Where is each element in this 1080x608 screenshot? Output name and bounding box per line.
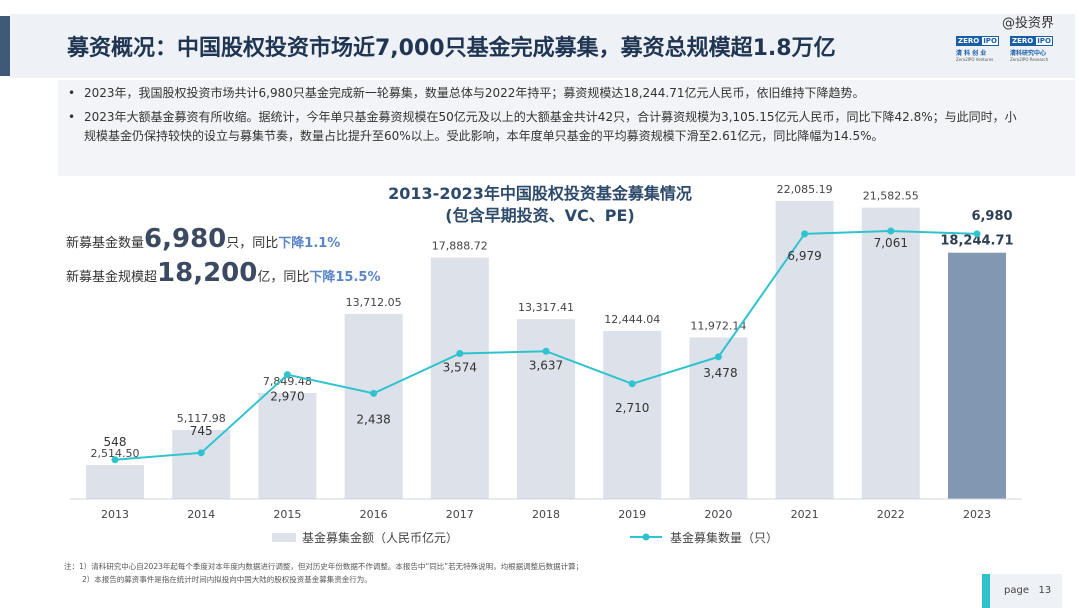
kpi-fund-scale: 新募基金规模超18,200亿，同比下降15.5% bbox=[66, 258, 381, 288]
page-title: 募资概况：中国股权投资市场近7,000只基金完成募集，募资总规模超1.8万亿 bbox=[67, 36, 836, 61]
count-point-2018 bbox=[542, 347, 550, 355]
bullet-dot-icon: • bbox=[68, 86, 76, 100]
page-number: page 13 bbox=[1004, 585, 1052, 596]
zero2ipo-research-logo: ZERO IPO 清科研究中心 Zero2IPO Research bbox=[1010, 36, 1053, 62]
x-tick-label: 2017 bbox=[446, 508, 474, 521]
watermark: @投资界 bbox=[1002, 16, 1055, 31]
kpi-fund-count-value: 6,980 bbox=[144, 224, 227, 254]
x-tick-label: 2016 bbox=[360, 508, 388, 521]
bar-value-label: 13,317.41 bbox=[518, 301, 574, 314]
kpi-fund-scale-value: 18,200 bbox=[157, 258, 258, 288]
count-value-label: 2,710 bbox=[615, 401, 649, 415]
count-value-label: 548 bbox=[104, 435, 127, 449]
count-value-label: 3,574 bbox=[443, 360, 477, 374]
bar-2014 bbox=[172, 429, 231, 499]
bar-value-label: 2,514.50 bbox=[91, 447, 140, 460]
x-tick-label: 2015 bbox=[273, 508, 301, 521]
x-tick-label: 2022 bbox=[877, 508, 905, 521]
legend-bar-label: 基金募集金额（人民币亿元） bbox=[302, 530, 458, 545]
bar-value-label: 5,117.98 bbox=[177, 412, 226, 425]
x-tick-label: 2019 bbox=[618, 508, 646, 521]
bar-2013 bbox=[86, 465, 144, 499]
title-band bbox=[10, 14, 1075, 78]
bar-2019 bbox=[603, 331, 662, 499]
count-point-2021 bbox=[801, 230, 809, 238]
zero2ipo-ventures-logo: ZERO IPO 清 科 创 业 Zero2IPO Ventures bbox=[956, 36, 999, 62]
x-tick-label: 2013 bbox=[101, 508, 129, 521]
count-value-label: 6,979 bbox=[787, 249, 821, 263]
bar-2017 bbox=[430, 257, 489, 499]
count-point-2019 bbox=[628, 380, 636, 388]
count-value-label: 2,970 bbox=[270, 390, 304, 404]
chart-subtitle: (包含早期投资、VC、PE) bbox=[445, 206, 635, 225]
legend-line-label: 基金募集数量（只） bbox=[670, 530, 778, 545]
count-point-2014 bbox=[197, 449, 205, 457]
bullet-dot-icon: • bbox=[68, 110, 76, 124]
count-point-2015 bbox=[283, 371, 291, 379]
page-indicator bbox=[990, 574, 1062, 608]
bar-2021 bbox=[775, 200, 834, 500]
count-point-2013 bbox=[111, 456, 119, 464]
summary-bullet: • 2023年大额基金募资有所收缩。据统计，今年单只基金募资规模在50亿元及以上… bbox=[68, 108, 1028, 146]
count-value-label: 745 bbox=[190, 424, 213, 438]
legend-bar-swatch bbox=[272, 533, 296, 542]
bar-value-label: 13,712.05 bbox=[346, 296, 402, 309]
summary-bullet: • 2023年，我国股权投资市场共计6,980只基金完成新一轮募集，数量总体与2… bbox=[68, 84, 1028, 103]
left-accent-bar bbox=[0, 16, 10, 76]
bar-value-label: 18,244.71 bbox=[940, 234, 1013, 249]
summary-bullet-text: 2023年，我国股权投资市场共计6,980只基金完成新一轮募集，数量总体与202… bbox=[84, 86, 865, 100]
legend-line-marker bbox=[642, 533, 650, 541]
bar-value-label: 17,888.72 bbox=[432, 240, 488, 253]
count-point-2022 bbox=[887, 227, 895, 235]
footnote-2: 2）本报告的募资事件是指在统计时间内拟投向中国大陆的股权投资基金募集资金行为。 bbox=[82, 575, 372, 584]
summary-box: • 2023年，我国股权投资市场共计6,980只基金完成新一轮募集，数量总体与2… bbox=[58, 80, 1075, 176]
count-value-label: 7,061 bbox=[874, 236, 908, 250]
count-point-2017 bbox=[456, 349, 464, 357]
count-value-label: 3,637 bbox=[529, 358, 563, 372]
page-accent-bar bbox=[982, 574, 990, 608]
x-tick-label: 2018 bbox=[532, 508, 560, 521]
x-tick-label: 2021 bbox=[791, 508, 819, 521]
bar-2022 bbox=[861, 207, 920, 500]
bar-2016 bbox=[344, 313, 403, 499]
kpi-fund-count: 新募基金数量6,980只，同比下降1.1% bbox=[66, 224, 341, 254]
bar-value-label: 22,085.19 bbox=[777, 183, 833, 196]
bar-value-label: 21,582.55 bbox=[863, 190, 919, 203]
kpi-fund-count-change: 下降1.1% bbox=[278, 236, 341, 251]
count-point-2020 bbox=[714, 353, 722, 361]
summary-bullet-text: 2023年大额基金募资有所收缩。据统计，今年单只基金募资规模在50亿元及以上的大… bbox=[84, 110, 1017, 143]
kpi-fund-scale-change: 下降15.5% bbox=[309, 270, 381, 285]
x-tick-label: 2020 bbox=[704, 508, 732, 521]
bar-value-label: 11,972.14 bbox=[690, 319, 746, 332]
count-value-label: 2,438 bbox=[356, 412, 390, 426]
count-point-2023 bbox=[973, 230, 981, 238]
bar-2015 bbox=[258, 393, 317, 499]
count-point-2016 bbox=[370, 389, 378, 397]
bar-2020 bbox=[689, 337, 748, 499]
x-tick-label: 2023 bbox=[963, 508, 991, 521]
x-tick-label: 2014 bbox=[187, 508, 215, 521]
count-value-label: 6,980 bbox=[971, 209, 1012, 224]
footnote-1: 注：1）清科研究中心自2023年起每个季度对本年度内数据进行调整，但对历史年份数… bbox=[64, 562, 584, 571]
bar-value-label: 12,444.04 bbox=[604, 313, 660, 326]
bar-2023 bbox=[948, 252, 1006, 499]
count-value-label: 3,478 bbox=[703, 366, 737, 380]
bar-2018 bbox=[517, 319, 575, 499]
chart-title: 2013-2023年中国股权投资基金募集情况 bbox=[388, 184, 692, 203]
footnotes: 注：1）清科研究中心自2023年起每个季度对本年度内数据进行调整，但对历史年份数… bbox=[64, 560, 583, 586]
